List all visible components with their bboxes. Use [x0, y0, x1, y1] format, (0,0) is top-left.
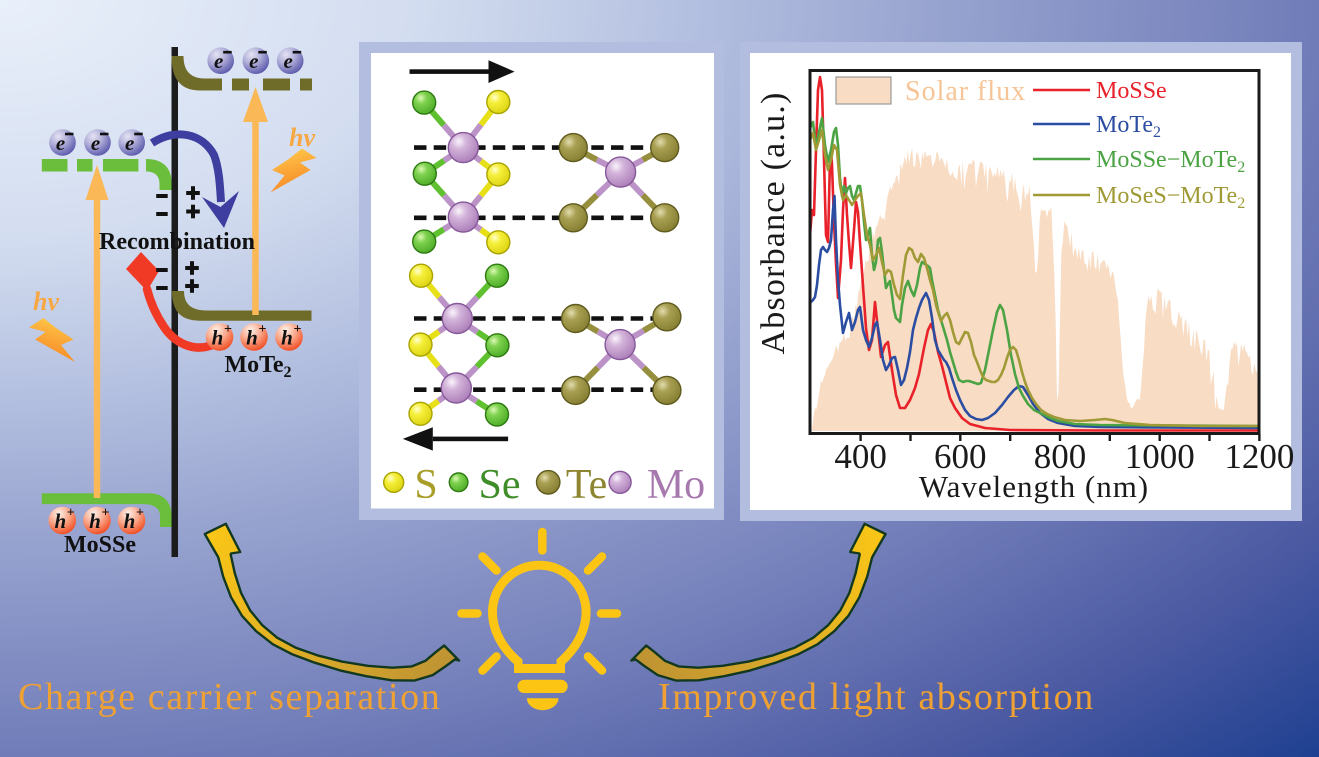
svg-text:h: h [89, 509, 101, 533]
svg-text:hv: hv [289, 123, 315, 152]
svg-text:+: + [67, 506, 75, 521]
svg-text:MoSSe−MoTe2: MoSSe−MoTe2 [1096, 147, 1245, 176]
svg-text:Mo: Mo [647, 462, 705, 508]
svg-text:h: h [212, 326, 224, 350]
svg-text:+: + [294, 322, 302, 337]
svg-text:+: + [224, 322, 232, 337]
svg-text:Te: Te [566, 462, 607, 508]
svg-text:1000: 1000 [1125, 437, 1195, 476]
svg-text:MoSeS−MoTe2: MoSeS−MoTe2 [1096, 183, 1245, 212]
svg-text:1200: 1200 [1224, 437, 1294, 476]
svg-text:800: 800 [1034, 437, 1087, 476]
svg-text:hv: hv [33, 287, 59, 316]
svg-text:e: e [214, 49, 223, 73]
svg-text:e: e [56, 131, 65, 155]
svg-text:Absorbance (a.u.): Absorbance (a.u.) [755, 91, 792, 354]
svg-text:h: h [54, 509, 66, 533]
svg-text:e: e [125, 131, 134, 155]
svg-text:h: h [124, 509, 136, 533]
svg-text:+: + [102, 506, 110, 521]
svg-text:h: h [246, 326, 258, 350]
svg-text:400: 400 [834, 437, 887, 476]
svg-text:MoTe2: MoTe2 [1096, 112, 1161, 141]
svg-text:600: 600 [934, 437, 987, 476]
svg-text:Recombination: Recombination [99, 229, 255, 255]
svg-text:Charge carrier separation: Charge carrier separation [18, 676, 441, 718]
svg-text:e: e [91, 131, 100, 155]
svg-text:e: e [284, 49, 293, 73]
svg-text:Improved light absorption: Improved light absorption [658, 676, 1095, 718]
svg-text:MoSSe: MoSSe [64, 532, 136, 558]
svg-text:+: + [136, 506, 144, 521]
svg-text:+: + [259, 322, 267, 337]
svg-text:MoTe2: MoTe2 [224, 352, 291, 381]
svg-text:MoSSe: MoSSe [1096, 78, 1167, 104]
svg-text:Solar flux: Solar flux [905, 76, 1026, 107]
svg-text:h: h [281, 326, 293, 350]
svg-text:Se: Se [479, 462, 521, 508]
svg-text:e: e [249, 49, 258, 73]
svg-text:Wavelength (nm): Wavelength (nm) [919, 469, 1149, 504]
svg-text:S: S [414, 462, 437, 508]
